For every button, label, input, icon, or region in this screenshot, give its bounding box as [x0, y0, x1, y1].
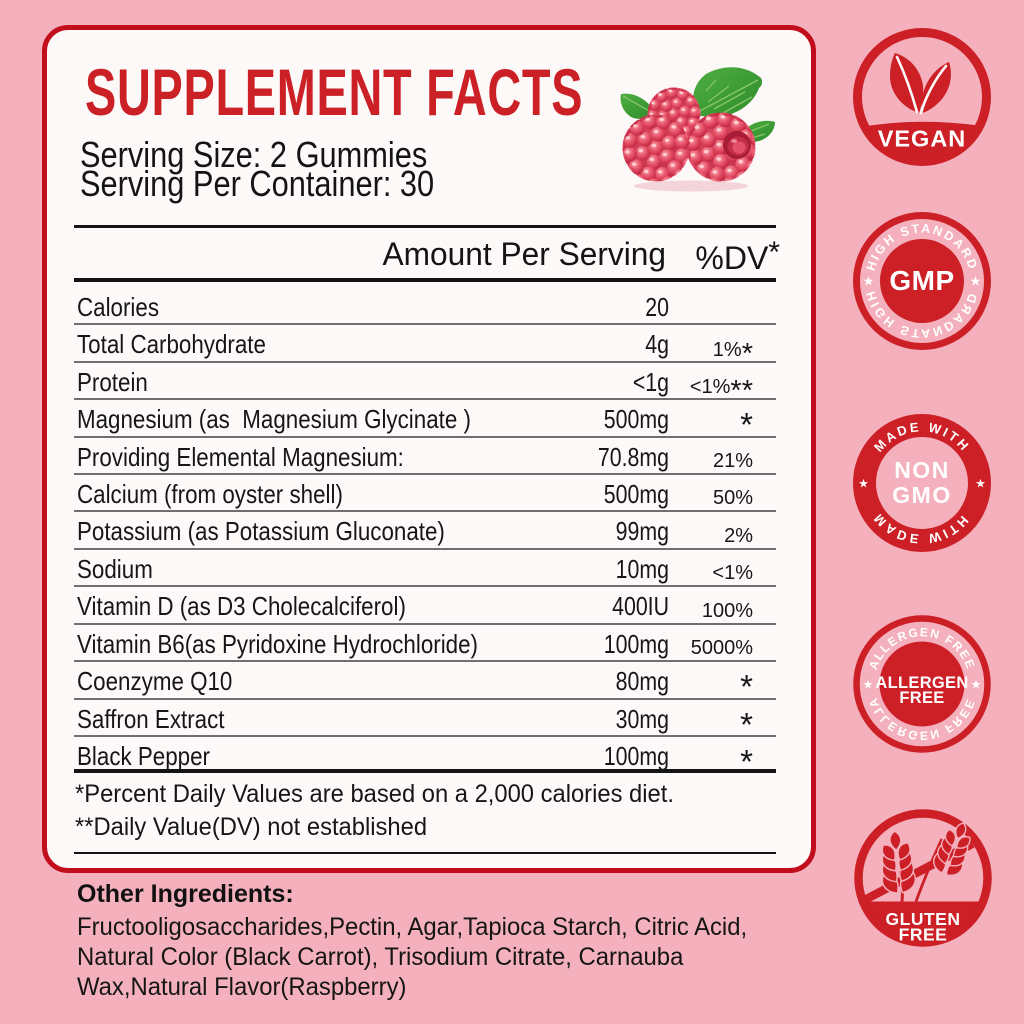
svg-text:★: ★	[975, 477, 986, 491]
svg-text:★: ★	[858, 477, 869, 491]
svg-text:★: ★	[863, 678, 874, 692]
svg-text:GLUTEN: GLUTEN	[886, 909, 961, 929]
svg-text:★: ★	[970, 274, 982, 289]
svg-text:★: ★	[863, 274, 875, 289]
svg-text:NON: NON	[894, 457, 950, 483]
svg-text:VEGAN: VEGAN	[878, 126, 967, 152]
svg-text:GMO: GMO	[892, 482, 951, 508]
svg-text:GMP: GMP	[889, 265, 954, 296]
svg-text:FREE: FREE	[899, 689, 944, 707]
svg-text:★: ★	[971, 678, 982, 692]
svg-text:FREE: FREE	[899, 925, 948, 945]
svg-text:ALLERGEN: ALLERGEN	[875, 674, 968, 692]
